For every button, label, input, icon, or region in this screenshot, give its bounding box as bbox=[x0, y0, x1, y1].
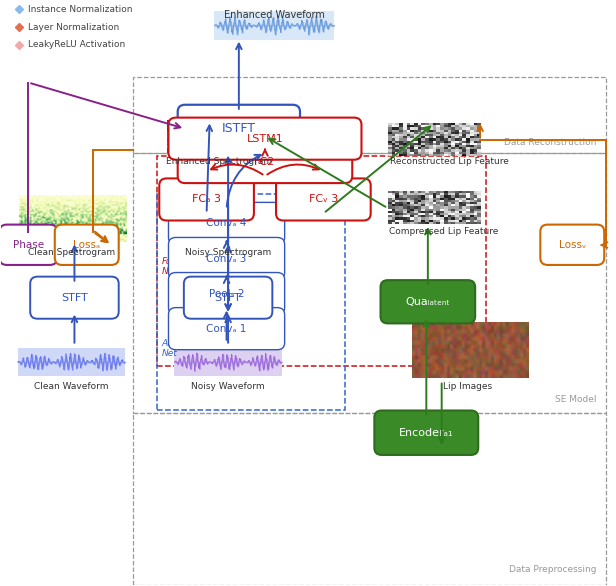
FancyBboxPatch shape bbox=[18, 348, 125, 376]
FancyBboxPatch shape bbox=[30, 277, 119, 319]
Text: LSTM1: LSTM1 bbox=[246, 134, 283, 144]
Text: Data Preprocessing: Data Preprocessing bbox=[509, 565, 597, 574]
Bar bbox=[158, 193, 345, 410]
Text: Convₐ 1: Convₐ 1 bbox=[206, 323, 247, 333]
Text: STFT: STFT bbox=[61, 292, 88, 303]
FancyBboxPatch shape bbox=[276, 178, 371, 220]
FancyBboxPatch shape bbox=[169, 237, 285, 280]
FancyBboxPatch shape bbox=[174, 348, 282, 376]
Text: Audio
Net: Audio Net bbox=[162, 339, 187, 358]
FancyBboxPatch shape bbox=[169, 308, 285, 350]
FancyBboxPatch shape bbox=[160, 178, 254, 220]
FancyBboxPatch shape bbox=[55, 224, 119, 265]
Text: Data Reconstruction: Data Reconstruction bbox=[505, 138, 597, 147]
Bar bbox=[158, 156, 486, 366]
Text: Convₐ 4: Convₐ 4 bbox=[206, 219, 247, 229]
Text: Noisy Waveform: Noisy Waveform bbox=[192, 382, 265, 391]
FancyBboxPatch shape bbox=[540, 224, 604, 265]
Text: ISTFT: ISTFT bbox=[222, 122, 256, 135]
Text: Layer Normalization: Layer Normalization bbox=[28, 22, 120, 32]
Text: Phase: Phase bbox=[13, 240, 44, 250]
Text: FCᵥ 3: FCᵥ 3 bbox=[309, 195, 338, 205]
Text: Quaₗₐₜₑₙₜ: Quaₗₐₜₑₙₜ bbox=[405, 297, 450, 306]
FancyBboxPatch shape bbox=[169, 272, 285, 315]
FancyBboxPatch shape bbox=[381, 280, 475, 323]
Text: SE Model: SE Model bbox=[556, 395, 597, 404]
Text: LeakyReLU Activation: LeakyReLU Activation bbox=[28, 40, 126, 49]
FancyBboxPatch shape bbox=[214, 11, 334, 40]
Text: Compressed Lip Feature: Compressed Lip Feature bbox=[389, 227, 498, 236]
Text: Enhanced Waveform: Enhanced Waveform bbox=[224, 11, 325, 21]
Text: Instance Normalization: Instance Normalization bbox=[28, 5, 133, 14]
Text: FCₐ 3: FCₐ 3 bbox=[192, 195, 221, 205]
FancyBboxPatch shape bbox=[375, 411, 478, 455]
Text: Clean Waveform: Clean Waveform bbox=[34, 382, 108, 391]
Text: Lossₐ: Lossₐ bbox=[73, 240, 100, 250]
FancyBboxPatch shape bbox=[169, 118, 362, 160]
Text: Lip Images: Lip Images bbox=[444, 382, 492, 391]
Text: Poolₐ 2: Poolₐ 2 bbox=[209, 288, 245, 299]
Bar bbox=[133, 413, 606, 585]
Text: Convₐ 3: Convₐ 3 bbox=[206, 254, 247, 264]
FancyBboxPatch shape bbox=[184, 277, 272, 319]
Bar bbox=[133, 153, 606, 413]
FancyBboxPatch shape bbox=[0, 224, 57, 265]
Text: Clean Spectrogram: Clean Spectrogram bbox=[28, 247, 115, 257]
Text: Enhanced Spectrogram: Enhanced Spectrogram bbox=[166, 157, 272, 166]
Text: Reconstructed Lip Feature: Reconstructed Lip Feature bbox=[390, 157, 509, 166]
FancyBboxPatch shape bbox=[169, 202, 285, 244]
Text: Noisy Spectrogram: Noisy Spectrogram bbox=[185, 247, 271, 257]
FancyBboxPatch shape bbox=[177, 141, 352, 183]
Bar bbox=[133, 77, 606, 153]
FancyBboxPatch shape bbox=[177, 105, 300, 153]
Text: FC2: FC2 bbox=[254, 157, 275, 167]
Text: Lossᵥ: Lossᵥ bbox=[559, 240, 586, 250]
Text: Fusion
Net: Fusion Net bbox=[162, 257, 191, 277]
Text: Encoderₐ₁: Encoderₐ₁ bbox=[399, 428, 453, 438]
Text: STFT: STFT bbox=[215, 292, 241, 303]
